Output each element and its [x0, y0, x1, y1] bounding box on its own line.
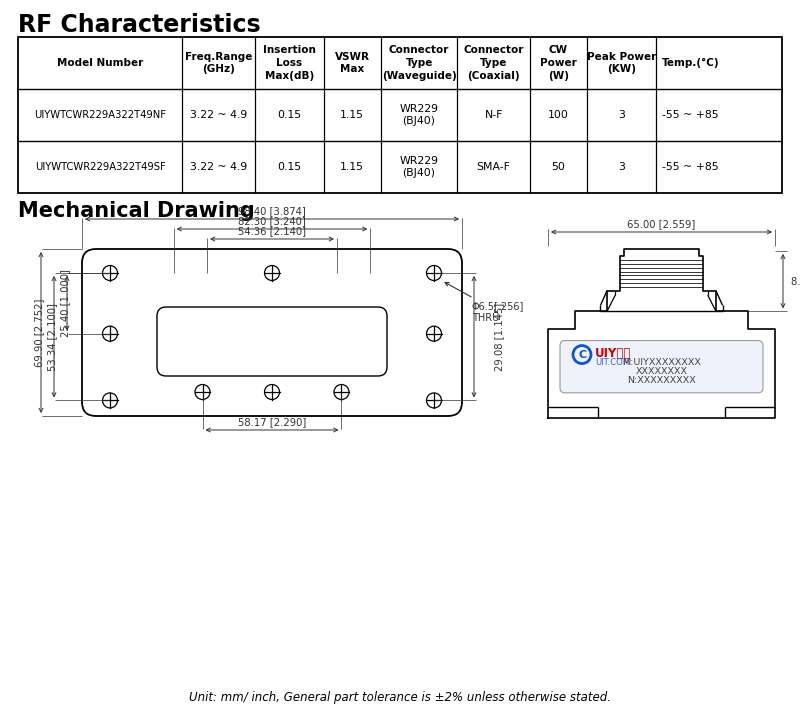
Text: VSWR
Max: VSWR Max — [334, 52, 370, 74]
Text: Peak Power
(KW): Peak Power (KW) — [587, 52, 656, 74]
Text: 100: 100 — [548, 110, 569, 120]
Text: 82.30 [3.240]: 82.30 [3.240] — [238, 216, 306, 226]
Text: WR229
(BJ40): WR229 (BJ40) — [399, 155, 438, 178]
FancyBboxPatch shape — [560, 341, 763, 393]
Text: 3.22 ~ 4.9: 3.22 ~ 4.9 — [190, 110, 247, 120]
Text: 25.40 [1.000]: 25.40 [1.000] — [60, 269, 70, 337]
Text: CW
Power
(W): CW Power (W) — [540, 45, 577, 81]
Text: UIY优淳: UIY优淳 — [595, 347, 631, 360]
Text: 8.00 [.315]: 8.00 [.315] — [791, 276, 800, 286]
Text: 1.15: 1.15 — [340, 162, 364, 172]
Text: 0.15: 0.15 — [277, 162, 302, 172]
Text: 65.00 [2.559]: 65.00 [2.559] — [627, 219, 696, 229]
Text: 29.08 [1.145]: 29.08 [1.145] — [494, 303, 504, 371]
Text: RF Characteristics: RF Characteristics — [18, 13, 261, 37]
Text: 69.90 [2.752]: 69.90 [2.752] — [34, 299, 44, 367]
Text: SMA-F: SMA-F — [477, 162, 510, 172]
Text: 3.22 ~ 4.9: 3.22 ~ 4.9 — [190, 162, 247, 172]
Text: 54.36 [2.140]: 54.36 [2.140] — [238, 226, 306, 236]
Text: N:XXXXXXXXX: N:XXXXXXXXX — [627, 376, 696, 385]
Text: UIT.COM: UIT.COM — [595, 358, 630, 367]
Text: 58.17 [2.290]: 58.17 [2.290] — [238, 417, 306, 427]
Text: Connector
Type
(Waveguide): Connector Type (Waveguide) — [382, 45, 457, 81]
Text: -55 ~ +85: -55 ~ +85 — [662, 110, 718, 120]
Text: 3: 3 — [618, 110, 625, 120]
Text: 50: 50 — [551, 162, 566, 172]
Text: Unit: mm/ inch, General part tolerance is ±2% unless otherwise stated.: Unit: mm/ inch, General part tolerance i… — [189, 691, 611, 704]
Text: -55 ~ +85: -55 ~ +85 — [662, 162, 718, 172]
Text: 1.15: 1.15 — [340, 110, 364, 120]
Text: Mechanical Drawing: Mechanical Drawing — [18, 201, 254, 221]
Bar — [18, 37, 782, 193]
Text: M:UIYXXXXXXXX: M:UIYXXXXXXXX — [622, 358, 701, 367]
Text: 98.40 [3.874]: 98.40 [3.874] — [238, 206, 306, 216]
Text: Φ6.5[.256]
THRU: Φ6.5[.256] THRU — [445, 282, 524, 323]
Text: Temp.(°C): Temp.(°C) — [662, 58, 719, 68]
Text: WR229
(BJ40): WR229 (BJ40) — [399, 104, 438, 127]
Text: Connector
Type
(Coaxial): Connector Type (Coaxial) — [463, 45, 524, 81]
Text: N-F: N-F — [485, 110, 502, 120]
Text: Insertion
Loss
Max(dB): Insertion Loss Max(dB) — [262, 45, 316, 81]
Text: 53.34 [2.100]: 53.34 [2.100] — [47, 303, 57, 371]
Text: Model Number: Model Number — [57, 58, 143, 68]
Text: UIYWTCWR229A322T49SF: UIYWTCWR229A322T49SF — [34, 162, 166, 172]
Text: 3: 3 — [618, 162, 625, 172]
Text: C: C — [579, 349, 587, 359]
Text: Freq.Range
(GHz): Freq.Range (GHz) — [185, 52, 252, 74]
Text: 0.15: 0.15 — [277, 110, 302, 120]
Text: XXXXXXXX: XXXXXXXX — [635, 367, 687, 376]
Text: UIYWTCWR229A322T49NF: UIYWTCWR229A322T49NF — [34, 110, 166, 120]
